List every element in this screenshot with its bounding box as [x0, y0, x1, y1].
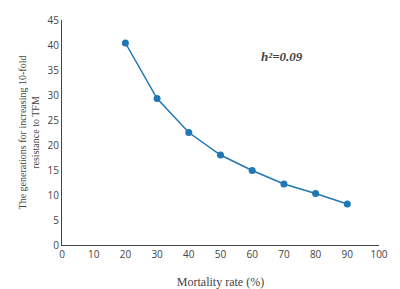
svg-text:35: 35 — [48, 63, 60, 77]
svg-text:The generations for increasing: The generations for increasing 10-foldre… — [17, 56, 41, 210]
svg-text:h²=0.09: h²=0.09 — [261, 49, 303, 64]
svg-text:0: 0 — [59, 247, 65, 261]
svg-text:25: 25 — [48, 113, 60, 127]
svg-text:50: 50 — [215, 247, 227, 261]
svg-text:30: 30 — [151, 247, 163, 261]
svg-text:15: 15 — [48, 163, 60, 177]
svg-text:10: 10 — [88, 247, 100, 261]
svg-text:100: 100 — [370, 247, 387, 261]
svg-text:60: 60 — [246, 247, 258, 261]
svg-text:30: 30 — [48, 88, 60, 102]
svg-text:20: 20 — [120, 247, 132, 261]
svg-text:20: 20 — [48, 138, 60, 152]
svg-text:Mortality rate (%): Mortality rate (%) — [177, 275, 264, 289]
svg-text:40: 40 — [48, 38, 60, 52]
svg-text:40: 40 — [183, 247, 195, 261]
svg-text:90: 90 — [342, 247, 354, 261]
svg-text:45: 45 — [48, 13, 60, 27]
svg-text:5: 5 — [53, 213, 59, 227]
svg-text:80: 80 — [310, 247, 322, 261]
svg-text:0: 0 — [53, 238, 59, 252]
svg-text:70: 70 — [278, 247, 290, 261]
svg-text:10: 10 — [48, 188, 60, 202]
